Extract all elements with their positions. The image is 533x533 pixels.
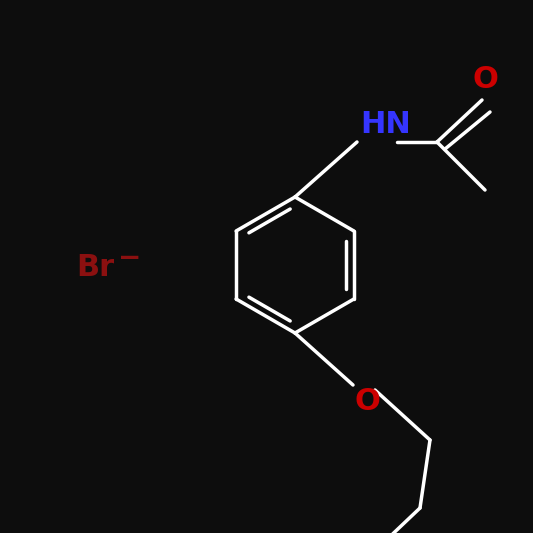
Text: O: O — [472, 65, 498, 94]
Text: −: − — [118, 244, 141, 272]
Text: O: O — [355, 387, 381, 416]
Text: HN: HN — [360, 110, 411, 139]
Text: Br: Br — [76, 254, 114, 282]
